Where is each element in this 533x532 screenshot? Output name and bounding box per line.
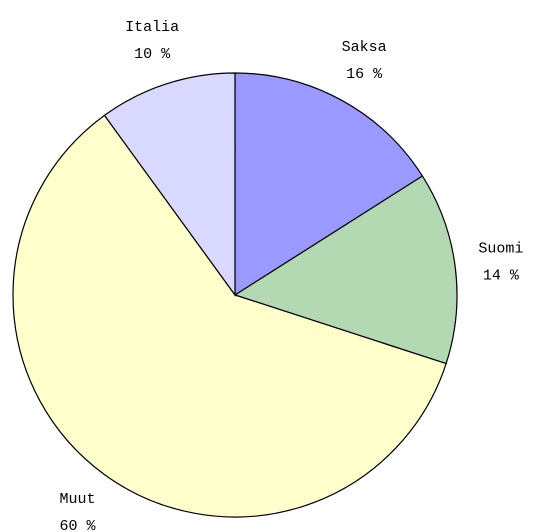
slice-label: Suomi — [478, 240, 523, 257]
slice-label: Italia — [125, 19, 179, 36]
pie-slice — [234, 72, 424, 297]
pie-slice — [233, 175, 458, 365]
slice-label: Muut — [59, 491, 95, 508]
pie-slice — [12, 114, 447, 518]
slice-value-label: 10 % — [134, 46, 171, 63]
slice-value-label: 16 % — [346, 66, 383, 83]
slice-value-label: 14 % — [483, 267, 520, 284]
slice-label: Saksa — [342, 39, 387, 56]
pie-slice — [103, 72, 236, 297]
slice-value-label: 60 % — [59, 518, 96, 532]
